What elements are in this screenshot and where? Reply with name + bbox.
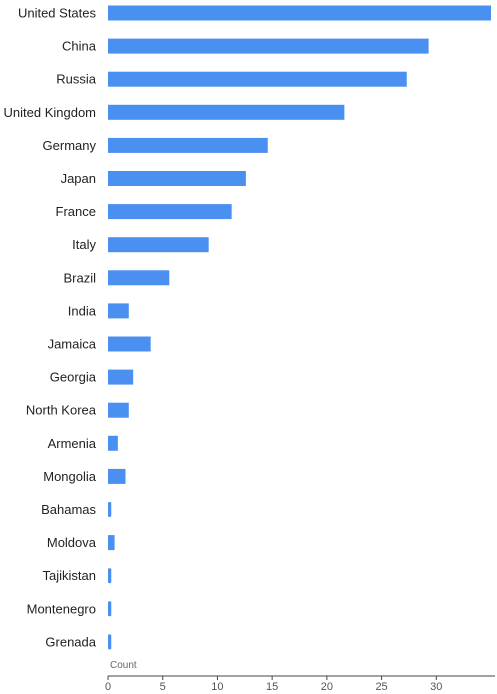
bar-bahamas xyxy=(108,502,112,517)
x-tick-label: 5 xyxy=(160,681,166,693)
category-label: Armenia xyxy=(48,436,97,451)
bar-china xyxy=(108,38,429,54)
bar-moldova xyxy=(108,535,115,551)
category-label: United States xyxy=(18,6,97,21)
bar-armenia xyxy=(108,435,118,451)
x-axis-title: Count xyxy=(110,660,137,671)
bar-jamaica xyxy=(108,336,151,352)
bar-germany xyxy=(108,137,268,153)
bar-united-states xyxy=(108,5,491,21)
category-label: China xyxy=(62,39,97,54)
bars-group xyxy=(108,5,491,650)
bar-montenegro xyxy=(108,601,112,617)
category-label: Germany xyxy=(43,138,97,153)
bar-italy xyxy=(108,237,209,253)
category-label: Italy xyxy=(72,237,96,252)
bar-japan xyxy=(108,171,246,186)
category-label: France xyxy=(56,204,96,219)
x-ticks-group: 0 5 10 15 20 25 30 xyxy=(105,676,442,693)
category-label: Bahamas xyxy=(41,502,96,517)
x-tick-label: 15 xyxy=(266,681,278,693)
x-tick-label: 25 xyxy=(375,681,387,693)
category-label: Japan xyxy=(61,171,96,186)
bar-mongolia xyxy=(108,468,126,484)
bar-india xyxy=(108,303,129,319)
category-label: Montenegro xyxy=(27,601,96,616)
category-label: Brazil xyxy=(63,270,96,285)
x-tick-label: 10 xyxy=(211,681,223,693)
bar-france xyxy=(108,204,232,220)
category-labels-group: United States China Russia United Kingdom Ge… xyxy=(4,6,97,650)
category-label: Georgia xyxy=(50,370,97,385)
x-tick-label: 0 xyxy=(105,681,111,693)
category-label: Mongolia xyxy=(43,469,97,484)
category-label: United Kingdom xyxy=(4,105,97,120)
bar-tajikistan xyxy=(108,568,112,584)
category-label: Russia xyxy=(56,72,97,87)
bar-north-korea xyxy=(108,402,129,418)
bar-brazil xyxy=(108,270,170,286)
category-label: Jamaica xyxy=(48,337,97,352)
x-tick-label: 20 xyxy=(321,681,333,693)
category-label: Moldova xyxy=(47,535,97,550)
category-label: North Korea xyxy=(26,403,97,418)
bar-grenada xyxy=(108,634,112,650)
bar-russia xyxy=(108,71,407,87)
bar-united-kingdom xyxy=(108,104,345,120)
category-label: Tajikistan xyxy=(43,568,96,583)
category-label: Grenada xyxy=(45,634,96,649)
bar-georgia xyxy=(108,369,134,385)
category-label: India xyxy=(68,303,97,318)
x-tick-label: 30 xyxy=(430,681,442,693)
